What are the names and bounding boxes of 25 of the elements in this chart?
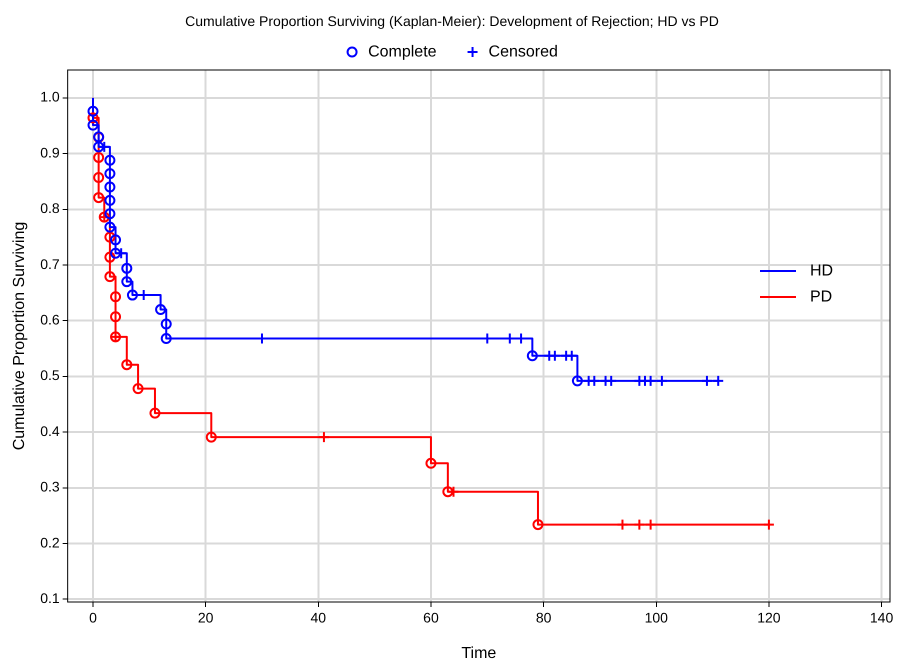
y-tick-label: 0.6 <box>40 312 60 328</box>
y-tick-label: 0.9 <box>40 144 60 160</box>
y-axis-title: Cumulative Proportion Surviving <box>11 222 28 450</box>
x-tick-label: 20 <box>198 609 214 626</box>
x-tick-label: 120 <box>757 609 781 626</box>
y-tick-label: 1.0 <box>40 88 60 105</box>
y-tick-label: 0.3 <box>40 478 60 495</box>
y-tick-label: 0.5 <box>40 367 60 384</box>
legend-label: HD <box>810 262 834 280</box>
x-tick-label: 60 <box>423 609 439 626</box>
x-tick-label: 0 <box>89 609 98 626</box>
x-tick-label: 140 <box>870 609 894 626</box>
legend-label: PD <box>810 288 832 306</box>
x-tick-label: 100 <box>644 609 668 626</box>
y-tick-label: 0.2 <box>40 534 60 550</box>
y-tick-label: 0.8 <box>40 200 60 216</box>
y-tick-label: 0.4 <box>40 422 60 439</box>
x-axis-title: Time <box>461 644 496 662</box>
y-tick-label: 0.1 <box>40 590 60 606</box>
y-tick-label: 0.7 <box>40 256 60 272</box>
x-tick-label: 40 <box>310 609 326 626</box>
x-tick-label: 80 <box>536 609 552 626</box>
chart-title: Cumulative Proportion Surviving (Kaplan-Meier): Development of Rejection; HD vs PD <box>185 12 719 29</box>
legend-label: Censored <box>488 43 558 60</box>
legend-label: Complete <box>368 43 437 60</box>
